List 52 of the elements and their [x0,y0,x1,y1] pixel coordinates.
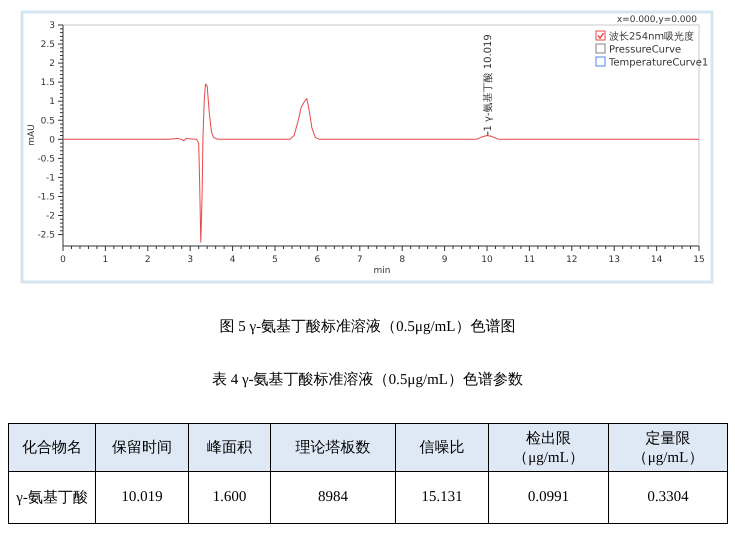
category-label: 定量限（μg/mL） [608,424,728,472]
y-tick-label: 2 [49,59,55,70]
y-tick-label: 0.5 [40,116,55,126]
text: 10.019 [96,472,188,524]
y-tick-label: -1 [46,173,55,184]
x-tick-label: 13 [608,255,620,265]
category-label: 信噪比 [396,424,488,472]
text: γ-氨基丁酸 [8,472,96,524]
y-tick-label: -2 [46,212,55,222]
legend-label: TemperatureCurve1 [608,58,708,68]
category-label: 检出限（μg/mL） [488,424,608,472]
x-tick-label: 0 [60,255,66,265]
x-tick-label: 9 [442,255,448,265]
category-label: 化合物名 [8,424,96,472]
x-tick-label: 3 [187,255,194,265]
text: 0.3304 [608,472,728,524]
annotation: x=0.000,y=0.000 [616,15,698,25]
x-axis-title: min [374,266,390,276]
x-tick-label: 6 [314,255,321,265]
y-tick-label: 1 [49,97,55,108]
y-tick-label: 3 [49,21,55,31]
category-label: 峰面积 [188,424,270,472]
y-tick-label: 1.5 [40,78,55,88]
x-tick-label: 4 [230,255,236,265]
category-label: 理论塔板数 [270,424,396,472]
y-axis-title: mAU [27,124,37,146]
x-tick-label: 7 [356,255,363,265]
x-tick-label: 1 [102,255,108,265]
text: 1.600 [188,472,270,524]
text: 8984 [270,472,396,524]
x-tick-label: 10 [481,255,493,265]
text: 表 4 γ-氨基丁酸标准溶液（0.5μg/mL）色谱参数 [211,370,524,389]
caption: 图 5 γ-氨基丁酸标准溶液（0.5μg/mL）色谱图 [218,317,516,336]
line-series [62,84,700,243]
y-tick-label: -2.5 [37,230,55,241]
y-tick-label: -1.5 [37,192,55,202]
y-tick-label: 0 [49,135,56,146]
x-tick-label: 11 [524,255,536,265]
legend-label: PressureCurve [609,44,682,56]
y-tick-label: 2.5 [40,40,55,50]
legend-label: 波长254nm吸光度 [609,30,694,42]
y-tick-label: -0.5 [37,154,55,164]
x-tick-label: 12 [566,255,578,265]
x-tick-label: 14 [650,255,663,265]
x-tick-label: 2 [144,255,151,265]
annotation: 1 γ-氨基丁酸 10.019 [482,34,494,132]
text: 15.131 [396,472,488,524]
x-tick-label: 5 [272,255,278,265]
category-label: 保留时间 [96,424,188,472]
x-tick-label: 8 [399,255,406,265]
x-tick-label: 15 [693,255,705,265]
text: 0.0991 [488,472,608,524]
